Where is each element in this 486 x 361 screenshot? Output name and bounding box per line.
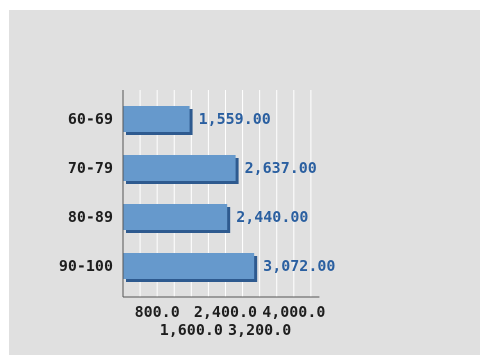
chart-panel: 1,559.00 60-69 2,637.00 70-79 2,440.00 80-89 3…: [9, 10, 480, 355]
x-tick-label: 800.0: [135, 303, 180, 321]
bar-face: [123, 253, 255, 279]
value-label: 1,559.00: [199, 110, 271, 128]
category-label: 60-69: [68, 110, 113, 128]
bar-60-69: [123, 106, 193, 135]
x-tick-label: 4,000.0: [262, 303, 325, 321]
labels: 1,559.00 60-69 2,637.00 70-79 2,440.00 80-89 3…: [59, 110, 336, 339]
bar-70-79: [123, 155, 239, 184]
bars: [123, 106, 258, 282]
value-label: 2,440.00: [236, 208, 308, 226]
category-label: 80-89: [68, 208, 113, 226]
category-label: 90-100: [59, 257, 113, 275]
x-tick-label: 1,600.0: [160, 321, 223, 339]
value-label: 3,072.00: [263, 257, 335, 275]
bar-80-89: [123, 204, 231, 233]
bar-chart: 1,559.00 60-69 2,637.00 70-79 2,440.00 80-89 3…: [59, 90, 336, 339]
bar-face: [123, 106, 190, 132]
bar-face: [123, 204, 228, 230]
x-tick-label: 3,200.0: [228, 321, 291, 339]
value-label: 2,637.00: [245, 159, 317, 177]
category-label: 70-79: [68, 159, 113, 177]
bar-face: [123, 155, 236, 181]
axes: [122, 90, 320, 298]
bar-90-100: [123, 253, 258, 282]
x-tick-label: 2,400.0: [194, 303, 257, 321]
